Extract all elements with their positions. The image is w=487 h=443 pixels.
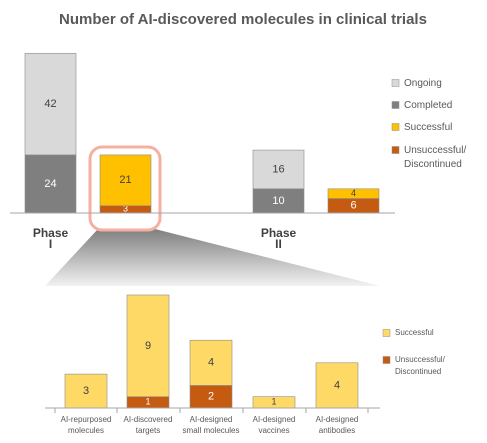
zoom-shape: [45, 229, 380, 286]
x-tick-label: AI-designed vaccines: [253, 415, 296, 435]
legend-swatch: [391, 79, 400, 87]
legend-swatch: [391, 146, 400, 154]
legend-swatch: [391, 101, 400, 109]
bar-segment: [252, 188, 305, 214]
bar-segment: [126, 294, 170, 397]
x-tick-label: Phase II: [261, 226, 297, 251]
bar-segment: [315, 362, 359, 409]
bar-segment: [64, 373, 108, 409]
legend-label: Completed: [404, 100, 452, 111]
highlight: [88, 145, 162, 232]
value-label: 21: [119, 174, 131, 186]
value-label: 2: [208, 391, 214, 403]
legend-label: Unsuccessful/Discontinued: [404, 145, 466, 170]
legend-label: Ongoing: [404, 78, 442, 89]
legend-swatch: [382, 329, 391, 337]
bar-segment: [252, 149, 305, 190]
value-label: 10: [272, 195, 284, 207]
x-tick-label: AI-designed antibodies: [316, 415, 359, 435]
value-label: 3: [83, 385, 89, 397]
value-label: 3: [123, 204, 128, 214]
chart-title: Number of AI-discovered molecules in cli…: [59, 11, 427, 28]
bar-segment: [24, 154, 77, 214]
value-label: 4: [208, 357, 214, 369]
value-label: 1: [271, 397, 276, 407]
x-tick-label: AI-discovered targets: [124, 415, 173, 435]
value-label: 4: [334, 379, 340, 391]
value-label: 42: [44, 98, 56, 110]
bar-segment: [327, 188, 380, 199]
x-tick-label: AI-designed small molecules: [183, 415, 240, 435]
x-tick-label: Phase I: [33, 226, 69, 251]
bar-segment: [189, 339, 233, 386]
x-tick-label: AI-repurposed molecules: [61, 415, 112, 435]
value-label: 6: [350, 200, 356, 212]
value-label: 16: [272, 163, 284, 175]
legend-label: Unsuccessful/Discontinued: [395, 355, 446, 376]
bar-segment: [99, 154, 152, 207]
bar-segment: [24, 52, 77, 156]
value-label: 4: [351, 188, 356, 198]
legend-swatch: [391, 123, 400, 131]
legend-label: Successful: [404, 122, 452, 133]
legend-label: Successful: [395, 328, 434, 337]
value-label: 9: [145, 340, 151, 352]
legend-swatch: [382, 356, 391, 364]
value-label: 1: [145, 397, 150, 407]
value-label: 24: [44, 178, 56, 190]
